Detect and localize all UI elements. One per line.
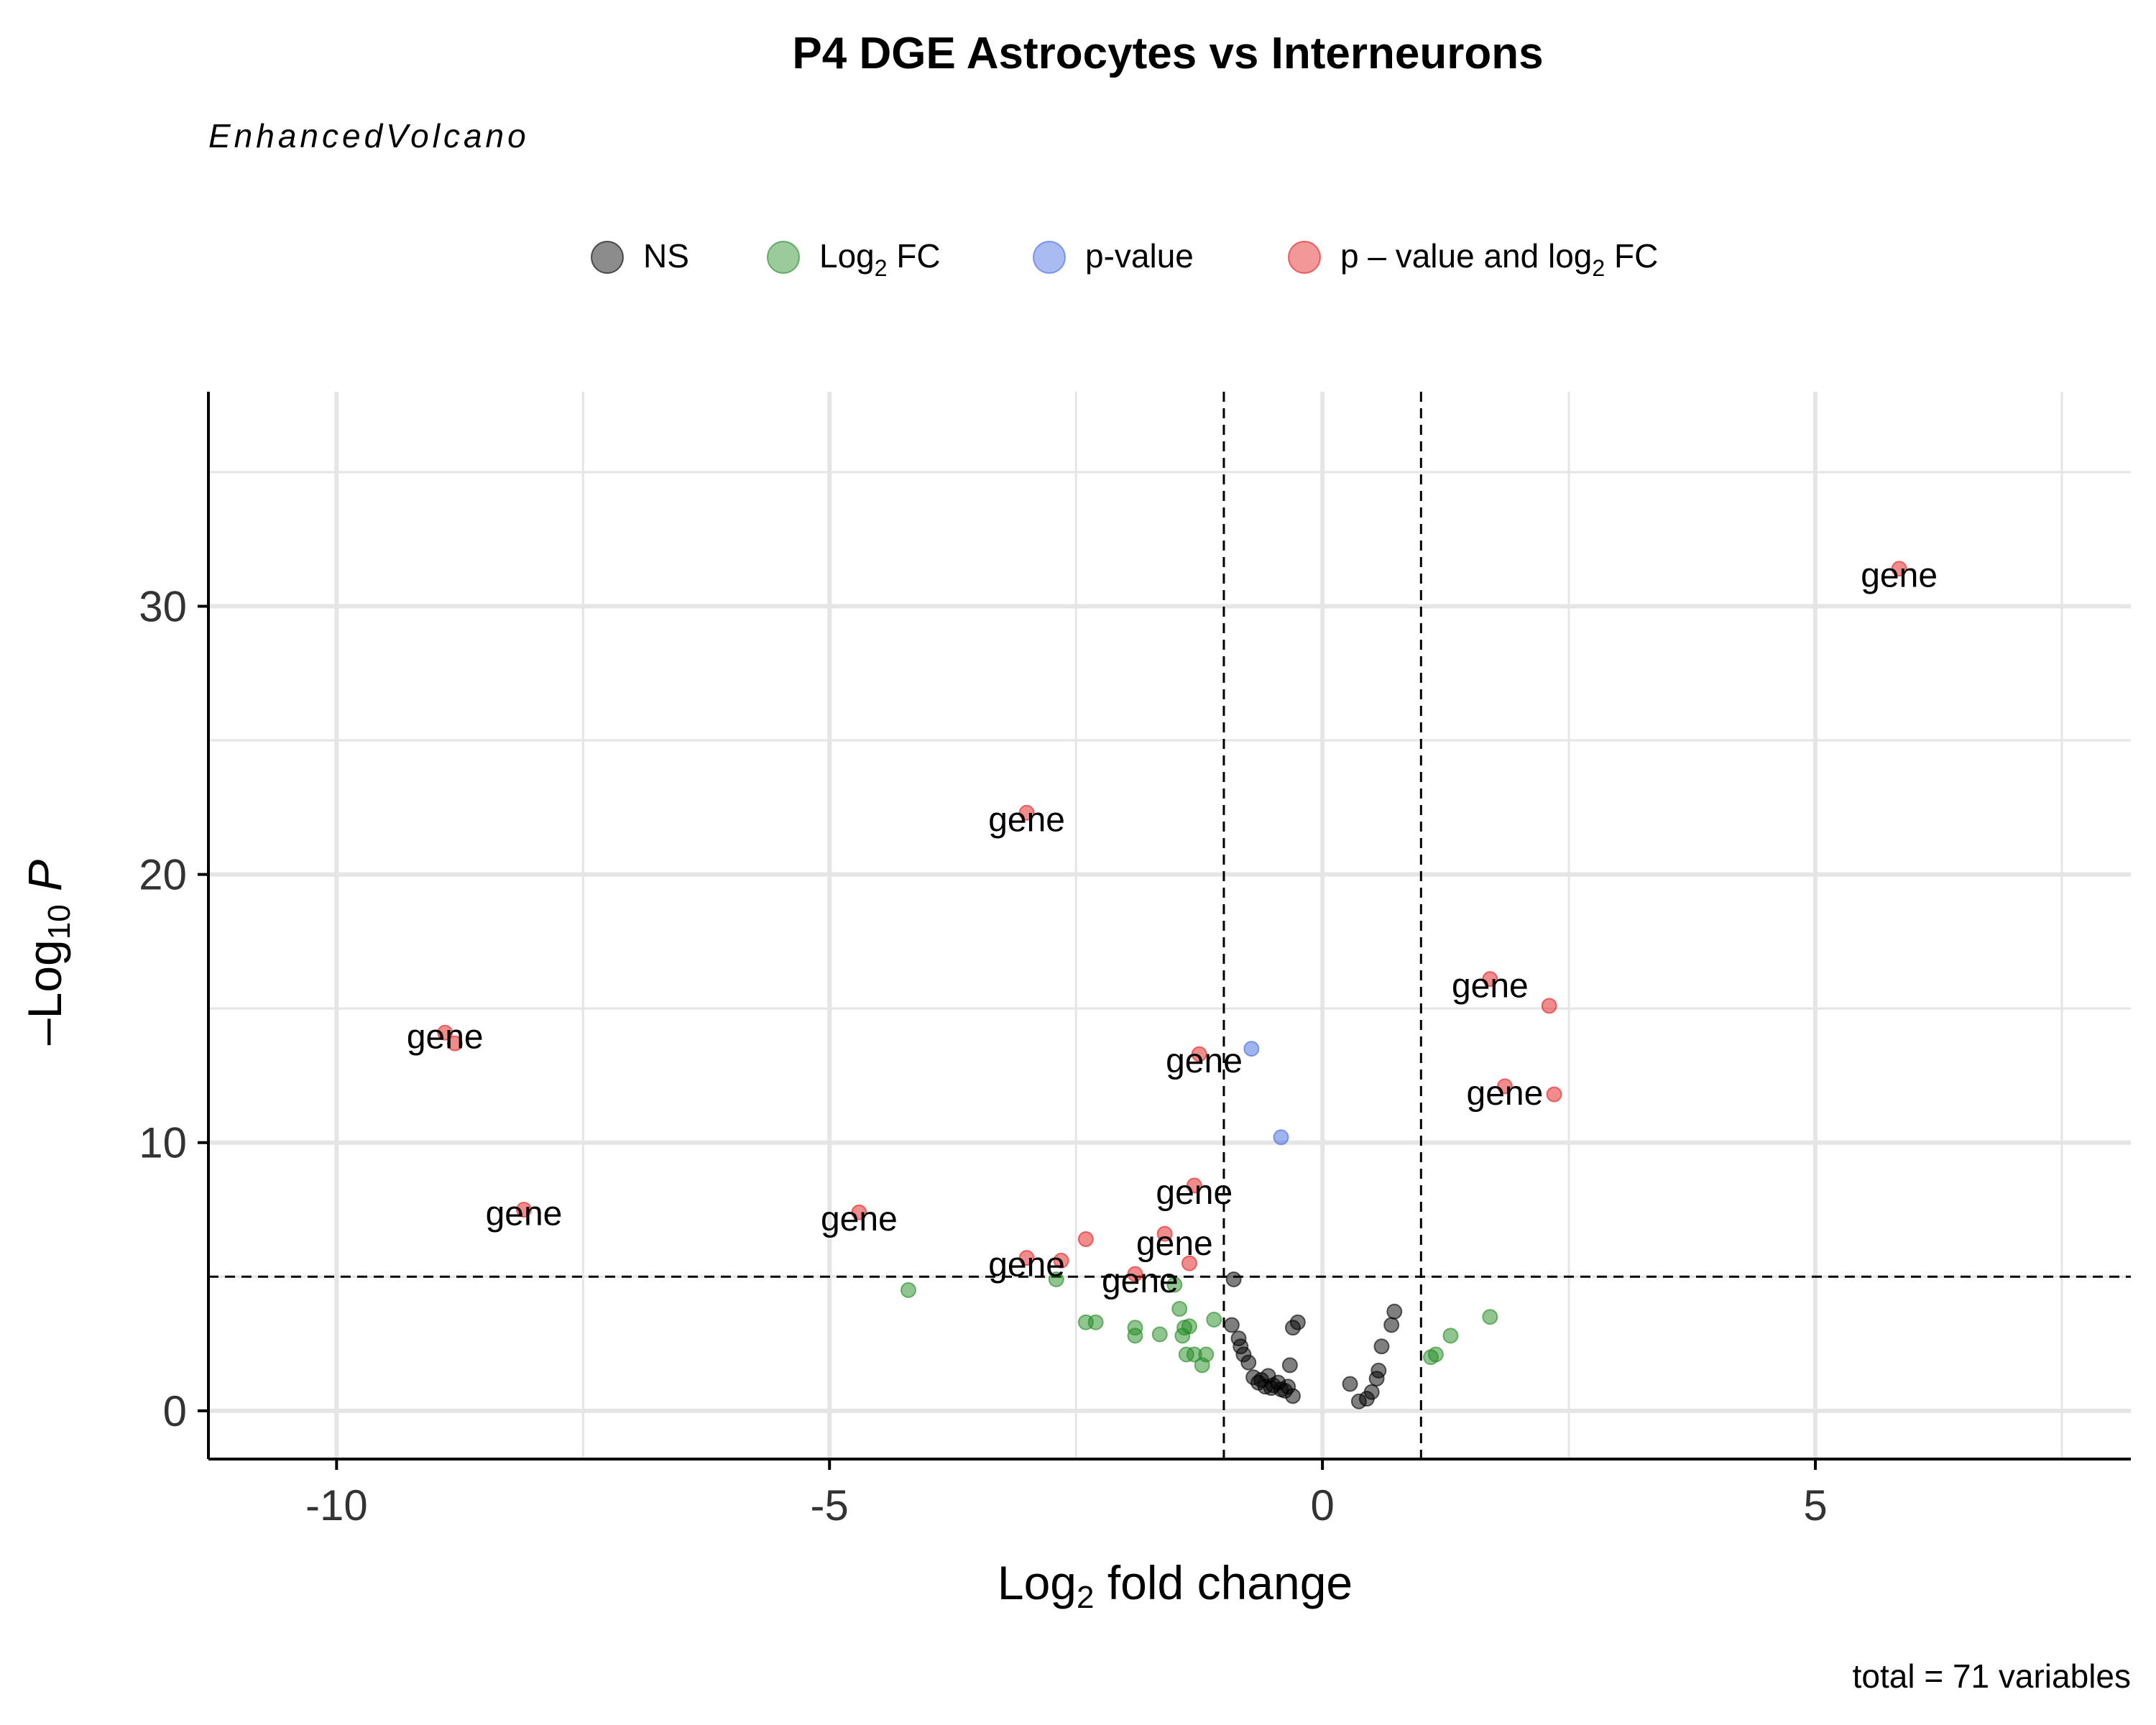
- chart-subtitle: EnhancedVolcano: [208, 117, 530, 155]
- gene-label: gene: [1467, 1075, 1544, 1113]
- point-ns: [1373, 1338, 1390, 1355]
- caption: total = 71 variables: [1853, 1657, 2131, 1695]
- point-log2fc: [1166, 1276, 1183, 1293]
- point-ns: [1240, 1354, 1257, 1371]
- x-axis-label: Log2 fold change: [998, 1556, 1353, 1615]
- point-pvalue: [1273, 1129, 1289, 1146]
- point-log2fc: [1482, 1309, 1498, 1325]
- gene-label: gene: [1166, 1042, 1243, 1080]
- point-both: [1482, 971, 1498, 988]
- point-ns: [1370, 1362, 1387, 1379]
- point-both: [515, 1202, 532, 1218]
- legend-label: Log2 FC: [819, 237, 941, 281]
- point-log2fc: [1048, 1271, 1064, 1288]
- point-both: [1156, 1225, 1173, 1242]
- gene-label: gene: [1861, 557, 1938, 595]
- point-ns: [1383, 1317, 1400, 1333]
- legend-label: NS: [643, 237, 689, 275]
- point-log2fc: [1206, 1311, 1222, 1328]
- point-log2fc: [1151, 1326, 1168, 1343]
- y-tick-label: 30: [139, 582, 187, 630]
- point-ns: [1289, 1314, 1306, 1330]
- point-both: [1181, 1255, 1197, 1271]
- point-log2fc: [1127, 1328, 1143, 1344]
- point-ns: [1225, 1271, 1242, 1288]
- point-both: [437, 1024, 453, 1041]
- point-both: [446, 1035, 463, 1052]
- axes: -10 -5 0 5 0 10 20 30: [139, 392, 2131, 1530]
- point-ns: [1386, 1303, 1403, 1320]
- point-log2fc: [900, 1282, 916, 1298]
- point-both: [1018, 1250, 1035, 1266]
- y-tick-label: 0: [163, 1387, 187, 1435]
- point-log2fc: [1442, 1328, 1459, 1344]
- legend-swatch: [1288, 241, 1321, 274]
- point-log2fc: [1198, 1346, 1215, 1363]
- gene-label: gene: [988, 1246, 1065, 1284]
- point-both: [1496, 1078, 1513, 1095]
- point-pvalue: [1243, 1041, 1260, 1057]
- gene-label: gene: [407, 1018, 484, 1056]
- point-both: [1186, 1177, 1202, 1194]
- point-both: [851, 1204, 867, 1220]
- point-both: [1053, 1252, 1069, 1269]
- point-ns: [1223, 1317, 1240, 1333]
- point-log2fc: [1181, 1318, 1197, 1335]
- legend-item-ns: NS: [591, 237, 689, 275]
- gene-label: gene: [1452, 967, 1529, 1006]
- gene-label: gene: [988, 801, 1065, 839]
- point-log2fc: [1171, 1301, 1188, 1317]
- point-both: [1127, 1266, 1143, 1282]
- legend-swatch: [591, 241, 624, 274]
- point-ns: [1342, 1376, 1358, 1392]
- gene-label: gene: [821, 1200, 898, 1238]
- y-tick-label: 10: [139, 1119, 187, 1167]
- x-tick-label: 5: [1803, 1481, 1827, 1530]
- point-log2fc: [1087, 1314, 1104, 1330]
- legend-swatch: [1033, 241, 1066, 274]
- x-tick-label: 0: [1310, 1481, 1334, 1530]
- data-points: [437, 561, 1907, 1409]
- chart-title: P4 DGE Astrocytes vs Interneurons: [792, 29, 1543, 78]
- legend-label: p – value and log2 FC: [1340, 237, 1658, 281]
- legend-item-both: p – value and log2 FC: [1288, 237, 1658, 281]
- gene-label: gene: [1102, 1262, 1179, 1300]
- legend-swatch: [767, 241, 800, 274]
- legend-item-pvalue: p-value: [1033, 237, 1194, 275]
- gene-label: gene: [1136, 1225, 1213, 1263]
- y-tick-label: 20: [139, 851, 187, 899]
- cutoff-lines: [208, 392, 2131, 1459]
- point-both: [1018, 804, 1035, 821]
- gene-label: gene: [486, 1195, 563, 1233]
- grid-lines: [208, 392, 2131, 1459]
- legend: NS Log2 FC p-value p – value and log2 FC: [591, 237, 1658, 281]
- legend-item-log2fc: Log2 FC: [767, 237, 941, 281]
- point-ns: [1363, 1384, 1380, 1400]
- x-tick-label: -5: [811, 1481, 849, 1530]
- point-both: [1546, 1086, 1562, 1103]
- x-tick-label: -10: [305, 1481, 368, 1530]
- point-both: [1541, 998, 1557, 1014]
- point-ns: [1281, 1357, 1298, 1374]
- legend-label: p-value: [1085, 237, 1194, 275]
- point-log2fc: [1427, 1346, 1444, 1363]
- point-both: [1191, 1046, 1207, 1062]
- point-both: [1077, 1231, 1094, 1248]
- gene-label: gene: [1156, 1174, 1233, 1212]
- point-both: [1891, 561, 1907, 577]
- y-axis-label: –Log10 P: [18, 860, 77, 1045]
- point-ns: [1284, 1388, 1301, 1404]
